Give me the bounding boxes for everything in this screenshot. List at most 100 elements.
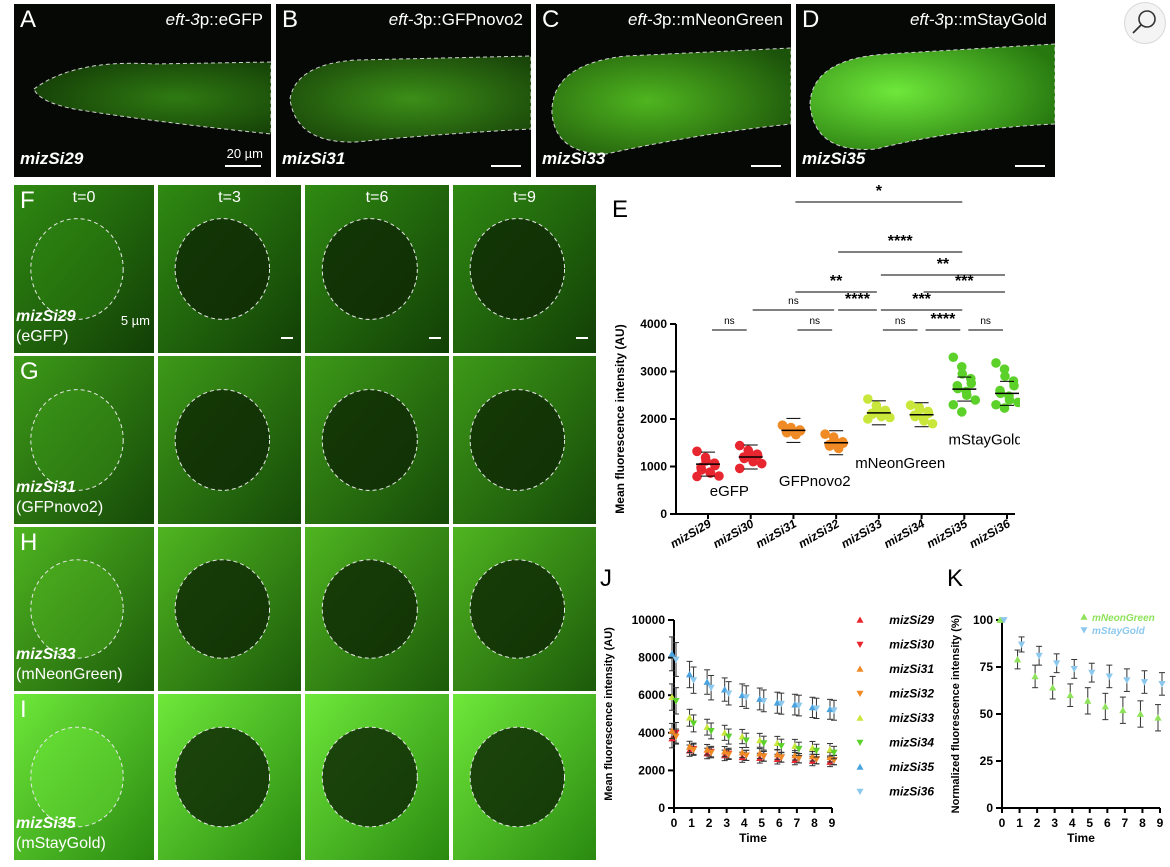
legend-label: mizSi30 — [889, 638, 934, 652]
data-point — [863, 394, 873, 404]
x-tick-label: 0 — [671, 816, 678, 830]
micrograph — [453, 694, 596, 860]
panel-b: B eft-3p::GFPnovo2 mizSi31 — [276, 4, 531, 177]
data-point — [1084, 697, 1092, 704]
x-tick-label: 2 — [706, 816, 713, 830]
data-point — [1154, 714, 1162, 721]
data-point — [791, 701, 799, 708]
data-point — [1070, 666, 1078, 673]
data-point — [739, 453, 750, 464]
x-axis-label: Time — [739, 831, 767, 845]
panel-letter: I — [20, 696, 27, 723]
data-point — [672, 733, 680, 741]
y-tick-label: 3000 — [640, 365, 667, 379]
strain-label: mizSi33 — [542, 149, 606, 168]
y-tick-label: 50 — [980, 707, 994, 721]
y-tick-label: 0 — [986, 801, 993, 815]
x-tick-label: mizSi34 — [881, 516, 927, 551]
data-point — [689, 677, 698, 684]
y-axis-label: Mean fluorescence intensity (AU) — [613, 324, 627, 513]
lens-icon[interactable] — [1124, 2, 1166, 44]
image-tile — [453, 356, 596, 524]
data-point — [668, 650, 676, 657]
data-point — [760, 753, 768, 760]
time-label: t=6 — [365, 189, 389, 206]
micrograph — [158, 694, 301, 860]
data-point — [1101, 702, 1109, 710]
micrograph — [158, 527, 301, 691]
x-tick-label: mizSi36 — [967, 516, 1013, 551]
strain-name: mizSi29 — [16, 308, 76, 325]
x-tick-label: 4 — [1069, 816, 1076, 830]
data-point — [812, 756, 821, 763]
significance-label: *** — [912, 291, 931, 308]
data-point — [1049, 684, 1057, 691]
panel-letter: B — [282, 6, 299, 33]
data-point — [742, 694, 750, 701]
data-point — [1013, 655, 1022, 663]
data-point — [991, 399, 1001, 410]
data-point — [991, 358, 1001, 368]
scale-label: 5 µm — [120, 313, 150, 328]
micrograph — [305, 356, 449, 524]
y-axis-label: Normalized fluorescence intensity (%) — [950, 614, 962, 813]
data-point — [725, 751, 733, 759]
data-point — [927, 418, 938, 429]
data-point — [1000, 617, 1008, 624]
micrograph — [305, 694, 449, 860]
x-tick-label: 8 — [811, 816, 818, 830]
data-point — [672, 656, 680, 664]
construct-label: eft-3p::eGFP — [165, 10, 263, 29]
legend-marker — [856, 690, 864, 697]
strain-label: mizSi29 — [20, 149, 84, 168]
data-point — [1140, 679, 1149, 686]
y-tick-label: 8000 — [638, 651, 665, 665]
strain-label: mizSi29 (eGFP) — [16, 307, 76, 347]
data-point — [919, 416, 929, 426]
x-tick-label: 6 — [1104, 816, 1111, 830]
construct-label: eft-3p::mStayGold — [909, 10, 1047, 29]
data-point — [970, 395, 981, 405]
x-tick-label: 4 — [741, 816, 748, 830]
data-point — [756, 458, 767, 469]
data-point — [812, 705, 821, 712]
panel-letter: C — [542, 6, 560, 33]
significance-label: ns — [810, 316, 821, 327]
data-point — [705, 468, 716, 478]
data-point — [833, 443, 844, 454]
legend-marker — [856, 788, 864, 795]
worm-image — [551, 47, 791, 155]
strain-label: mizSi31 — [282, 149, 346, 168]
legend-label: mizSi31 — [889, 662, 934, 676]
panel-letter: H — [20, 529, 38, 556]
data-point — [863, 414, 873, 424]
data-point — [999, 403, 1010, 413]
group-label: GFPnovo2 — [779, 473, 851, 490]
data-point — [795, 755, 803, 762]
x-tick-label: mizSi30 — [711, 516, 757, 551]
x-tick-label: 7 — [794, 816, 801, 830]
micrograph — [158, 185, 301, 353]
group-label: eGFP — [710, 483, 749, 500]
image-tile: t=6 — [305, 185, 449, 353]
time-label: t=9 — [513, 189, 536, 206]
data-point — [748, 456, 759, 467]
y-tick-label: 25 — [980, 754, 994, 768]
panel-letter: D — [802, 6, 820, 33]
data-point — [1158, 681, 1166, 688]
data-point — [672, 697, 680, 705]
legend-marker — [856, 739, 864, 746]
data-point — [791, 429, 801, 440]
significance-label: **** — [845, 291, 871, 308]
data-point — [1009, 380, 1019, 391]
data-point — [826, 705, 834, 713]
data-point — [707, 728, 715, 735]
legend-label: mStayGold — [1092, 626, 1146, 637]
image-tile — [158, 694, 301, 860]
micrograph — [14, 185, 154, 353]
scale-bar — [1015, 165, 1045, 167]
data-point — [707, 684, 715, 692]
data-point — [1088, 669, 1096, 677]
x-tick-label: 6 — [776, 816, 783, 830]
